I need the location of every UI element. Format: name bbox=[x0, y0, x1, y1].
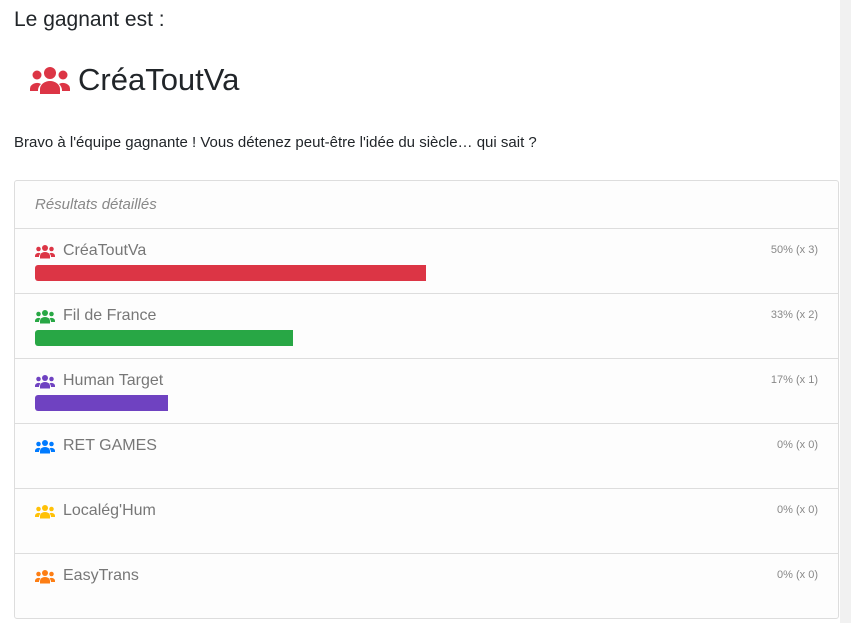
results-heading: Résultats détaillés bbox=[15, 181, 838, 229]
result-row: RET GAMES 0% (x 0) bbox=[15, 424, 838, 489]
users-icon bbox=[35, 309, 55, 323]
vote-percent: 33% (x 2) bbox=[770, 309, 818, 321]
result-row: Human Target 17% (x 1) bbox=[15, 359, 838, 424]
team-label: CréaToutVa bbox=[63, 242, 147, 259]
progress-bar bbox=[35, 265, 426, 281]
result-row: CréaToutVa 50% (x 3) bbox=[15, 229, 838, 294]
result-row: Localég'Hum 0% (x 0) bbox=[15, 489, 838, 554]
team-label: EasyTrans bbox=[63, 567, 139, 584]
vote-percent: 0% (x 0) bbox=[777, 569, 818, 581]
page-title: Le gagnant est : bbox=[14, 8, 165, 31]
users-icon bbox=[35, 439, 55, 453]
users-icon bbox=[30, 67, 70, 94]
scrollbar[interactable] bbox=[840, 0, 851, 623]
vote-percent: 0% (x 0) bbox=[777, 439, 818, 451]
result-row: EasyTrans 0% (x 0) bbox=[15, 554, 838, 618]
users-icon bbox=[35, 374, 55, 388]
winner-name: CréaToutVa bbox=[78, 62, 240, 97]
team-name: Localég'Hum bbox=[35, 502, 156, 520]
vote-percent: 50% (x 3) bbox=[770, 244, 818, 256]
congrats-message: Bravo à l'équipe gagnante ! Vous détenez… bbox=[14, 134, 537, 151]
team-label: Fil de France bbox=[63, 307, 157, 324]
team-name: Human Target bbox=[35, 372, 163, 390]
team-label: Human Target bbox=[63, 372, 164, 389]
users-icon bbox=[35, 244, 55, 258]
team-label: Localég'Hum bbox=[63, 502, 156, 519]
team-name: Fil de France bbox=[35, 307, 156, 325]
progress-bar bbox=[35, 395, 168, 411]
team-name: CréaToutVa bbox=[35, 242, 146, 260]
results-card: Résultats détaillés CréaToutVa 50% (x 3)… bbox=[14, 180, 839, 619]
users-icon bbox=[35, 569, 55, 583]
result-row: Fil de France 33% (x 2) bbox=[15, 294, 838, 359]
users-icon bbox=[35, 504, 55, 518]
vote-percent: 17% (x 1) bbox=[770, 374, 818, 386]
progress-bar bbox=[35, 330, 294, 346]
vote-percent: 0% (x 0) bbox=[777, 504, 818, 516]
team-name: RET GAMES bbox=[35, 437, 157, 455]
team-name: EasyTrans bbox=[35, 567, 139, 585]
winner: CréaToutVa bbox=[30, 62, 239, 98]
team-label: RET GAMES bbox=[63, 437, 157, 454]
